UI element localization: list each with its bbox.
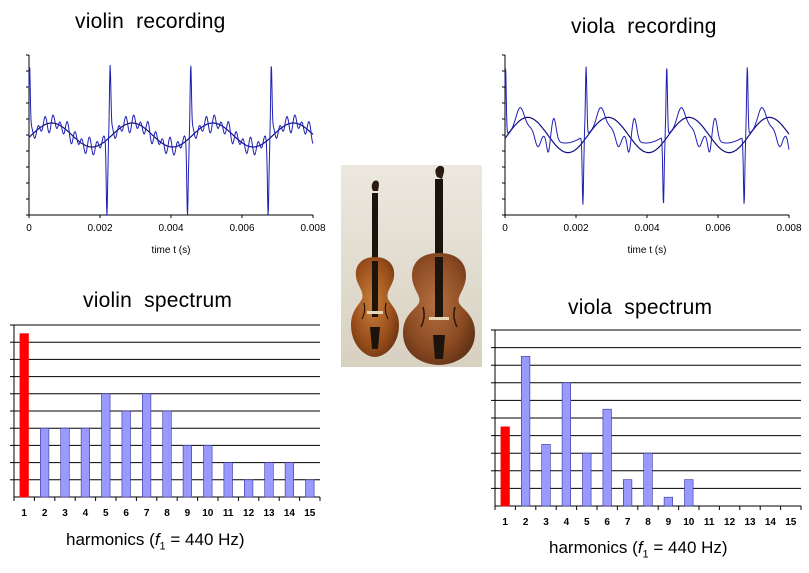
- x-axis-label: time t (s): [628, 245, 667, 256]
- category-tick-label: 9: [666, 517, 672, 528]
- x-tick-label: 0.004: [158, 223, 183, 234]
- harmonic-bar: [182, 445, 193, 498]
- harmonic-bar: [264, 462, 274, 498]
- xlabel-prefix: harmonics (: [66, 530, 155, 549]
- harmonic-bar: [663, 496, 673, 507]
- x-tick-label: 0.002: [87, 223, 112, 234]
- category-tick-label: 1: [502, 517, 508, 528]
- fundamental-series-line: [28, 122, 314, 148]
- category-tick-label: 9: [185, 508, 191, 519]
- harmonic-bar: [541, 444, 551, 507]
- category-tick-label: 13: [263, 508, 275, 519]
- category-tick-label: 1: [21, 508, 27, 519]
- xlabel-prefix: harmonics (: [549, 538, 638, 557]
- harmonic-bar: [582, 452, 592, 507]
- x-tick-label: 0.002: [563, 223, 588, 234]
- xlabel-sub: 1: [159, 540, 166, 553]
- harmonic-bar: [223, 462, 233, 498]
- category-tick-label: 4: [83, 508, 89, 519]
- category-tick-label: 3: [62, 508, 68, 519]
- category-tick-label: 13: [744, 517, 756, 528]
- category-tick-label: 12: [724, 517, 736, 528]
- category-tick-label: 10: [202, 508, 214, 519]
- fundamental-bar: [19, 333, 29, 498]
- x-tick-label: 0.004: [634, 223, 659, 234]
- xlabel-suffix: = 440 Hz): [648, 538, 728, 557]
- x-tick-label: 0.008: [776, 223, 801, 234]
- harmonic-bar: [60, 427, 70, 498]
- harmonic-bar: [162, 410, 172, 498]
- category-tick-label: 11: [223, 508, 234, 519]
- category-tick-label: 7: [144, 508, 150, 519]
- harmonic-bar: [284, 462, 295, 498]
- x-axis-label: time t (s): [152, 245, 191, 256]
- category-tick-label: 12: [243, 508, 255, 519]
- x-tick-label: 0.006: [229, 223, 254, 234]
- viola-recording-title: viola recording: [571, 15, 717, 38]
- recorded-series-line: [28, 64, 314, 216]
- category-tick-label: 4: [564, 517, 570, 528]
- category-tick-label: 5: [584, 517, 590, 528]
- harmonic-bar: [101, 393, 111, 498]
- category-tick-label: 15: [785, 517, 797, 528]
- violin-viola-photo: [341, 165, 482, 367]
- recorded-series-line: [504, 66, 790, 205]
- x-tick-label: 0.008: [300, 223, 325, 234]
- category-tick-label: 15: [304, 508, 316, 519]
- category-tick-label: 2: [523, 517, 529, 528]
- harmonic-bar: [643, 452, 653, 507]
- harmonic-bar: [305, 479, 315, 498]
- category-tick-label: 6: [123, 508, 129, 519]
- category-tick-label: 14: [284, 508, 296, 519]
- violin-spectrum-xlabel: harmonics (f1 = 440 Hz): [66, 530, 245, 552]
- viola-spectrum-xlabel: harmonics (f1 = 440 Hz): [549, 538, 728, 560]
- fundamental-bar: [500, 426, 510, 507]
- category-tick-label: 11: [704, 517, 715, 528]
- violin-spectrum-title: violin spectrum: [83, 289, 233, 312]
- instruments-illustration: [341, 165, 482, 367]
- category-tick-label: 5: [103, 508, 109, 519]
- category-tick-label: 8: [164, 508, 170, 519]
- xlabel-f: f: [154, 530, 160, 549]
- category-tick-label: 3: [543, 517, 549, 528]
- violin-shape: [351, 180, 399, 357]
- harmonic-bar: [622, 479, 633, 507]
- x-tick-label: 0: [26, 223, 32, 234]
- xlabel-f: f: [637, 538, 643, 557]
- category-tick-label: 14: [765, 517, 777, 528]
- xlabel-sub: 1: [642, 548, 649, 561]
- harmonic-bar: [142, 393, 152, 498]
- category-tick-label: 7: [625, 517, 631, 528]
- category-tick-label: 6: [604, 517, 610, 528]
- x-tick-label: 0: [502, 223, 508, 234]
- harmonic-bar: [561, 382, 571, 507]
- harmonic-bar: [203, 445, 213, 498]
- harmonic-bar: [80, 427, 90, 498]
- harmonic-bar: [121, 410, 131, 498]
- viola-shape: [403, 165, 475, 365]
- viola-spectrum-title: viola spectrum: [568, 296, 713, 319]
- violin-recording-title: violin recording: [75, 10, 226, 33]
- harmonic-bar: [684, 479, 694, 507]
- x-tick-label: 0.006: [705, 223, 730, 234]
- harmonic-bar: [520, 356, 531, 507]
- fundamental-series-line: [504, 116, 790, 154]
- category-tick-label: 2: [42, 508, 48, 519]
- category-tick-label: 8: [645, 517, 651, 528]
- harmonic-bar: [39, 427, 50, 498]
- harmonic-bar: [244, 479, 254, 498]
- xlabel-suffix: = 440 Hz): [165, 530, 245, 549]
- category-tick-label: 10: [683, 517, 695, 528]
- harmonic-bar: [602, 408, 612, 507]
